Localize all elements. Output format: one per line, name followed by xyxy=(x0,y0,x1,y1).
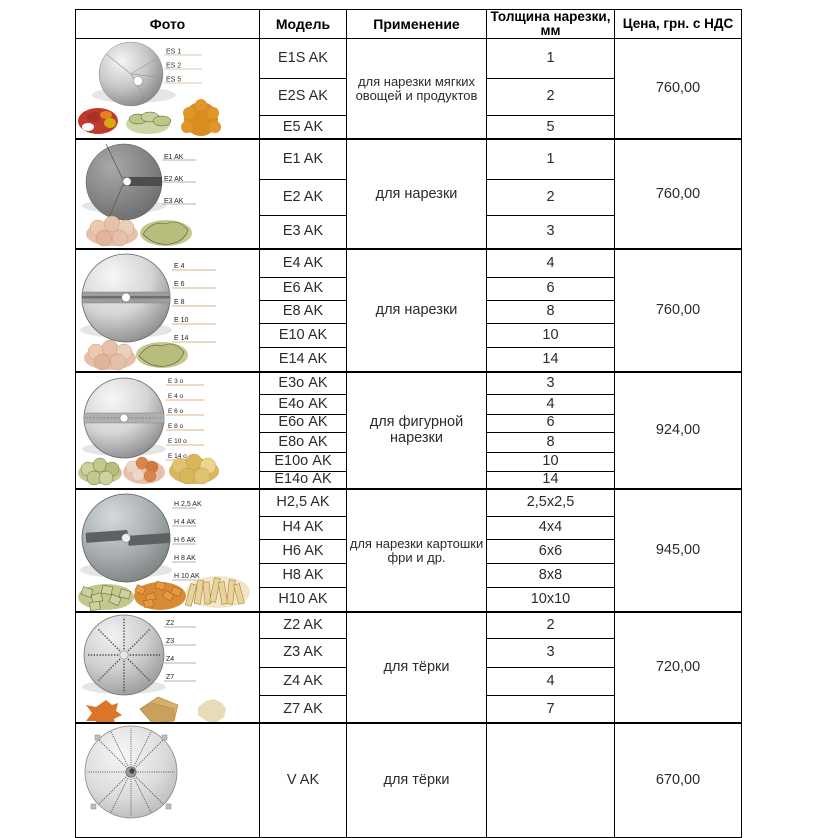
svg-text:E 4 o: E 4 o xyxy=(168,393,184,400)
svg-text:E1 AK: E1 AK xyxy=(164,154,184,161)
svg-text:E 6 o: E 6 o xyxy=(168,408,184,415)
svg-text:H 4 AK: H 4 AK xyxy=(174,519,196,526)
svg-text:ES 2: ES 2 xyxy=(166,63,181,70)
svg-text:H 2,5 AK: H 2,5 AK xyxy=(174,501,202,508)
svg-text:Z7: Z7 xyxy=(166,674,174,681)
svg-text:ES 5: ES 5 xyxy=(166,77,181,84)
svg-text:E 10 o: E 10 o xyxy=(168,438,187,445)
svg-text:E 14: E 14 xyxy=(174,335,189,342)
svg-text:H 6 AK: H 6 AK xyxy=(174,537,196,544)
svg-text:E3 AK: E3 AK xyxy=(164,198,184,205)
svg-text:Z4: Z4 xyxy=(166,656,174,663)
svg-text:E 10: E 10 xyxy=(174,317,189,324)
svg-text:E2 AK: E2 AK xyxy=(164,176,184,183)
svg-text:H 8 AK: H 8 AK xyxy=(174,555,196,562)
svg-text:E 8 o: E 8 o xyxy=(168,423,184,430)
svg-text:E 3 o: E 3 o xyxy=(168,378,184,385)
svg-text:E 4: E 4 xyxy=(174,263,185,270)
svg-text:E 8: E 8 xyxy=(174,299,185,306)
svg-text:ES 1: ES 1 xyxy=(166,49,181,56)
svg-text:Z3: Z3 xyxy=(166,638,174,645)
svg-text:E 6: E 6 xyxy=(174,281,185,288)
svg-text:H 10 AK: H 10 AK xyxy=(174,573,200,580)
svg-text:Z2: Z2 xyxy=(166,620,174,627)
